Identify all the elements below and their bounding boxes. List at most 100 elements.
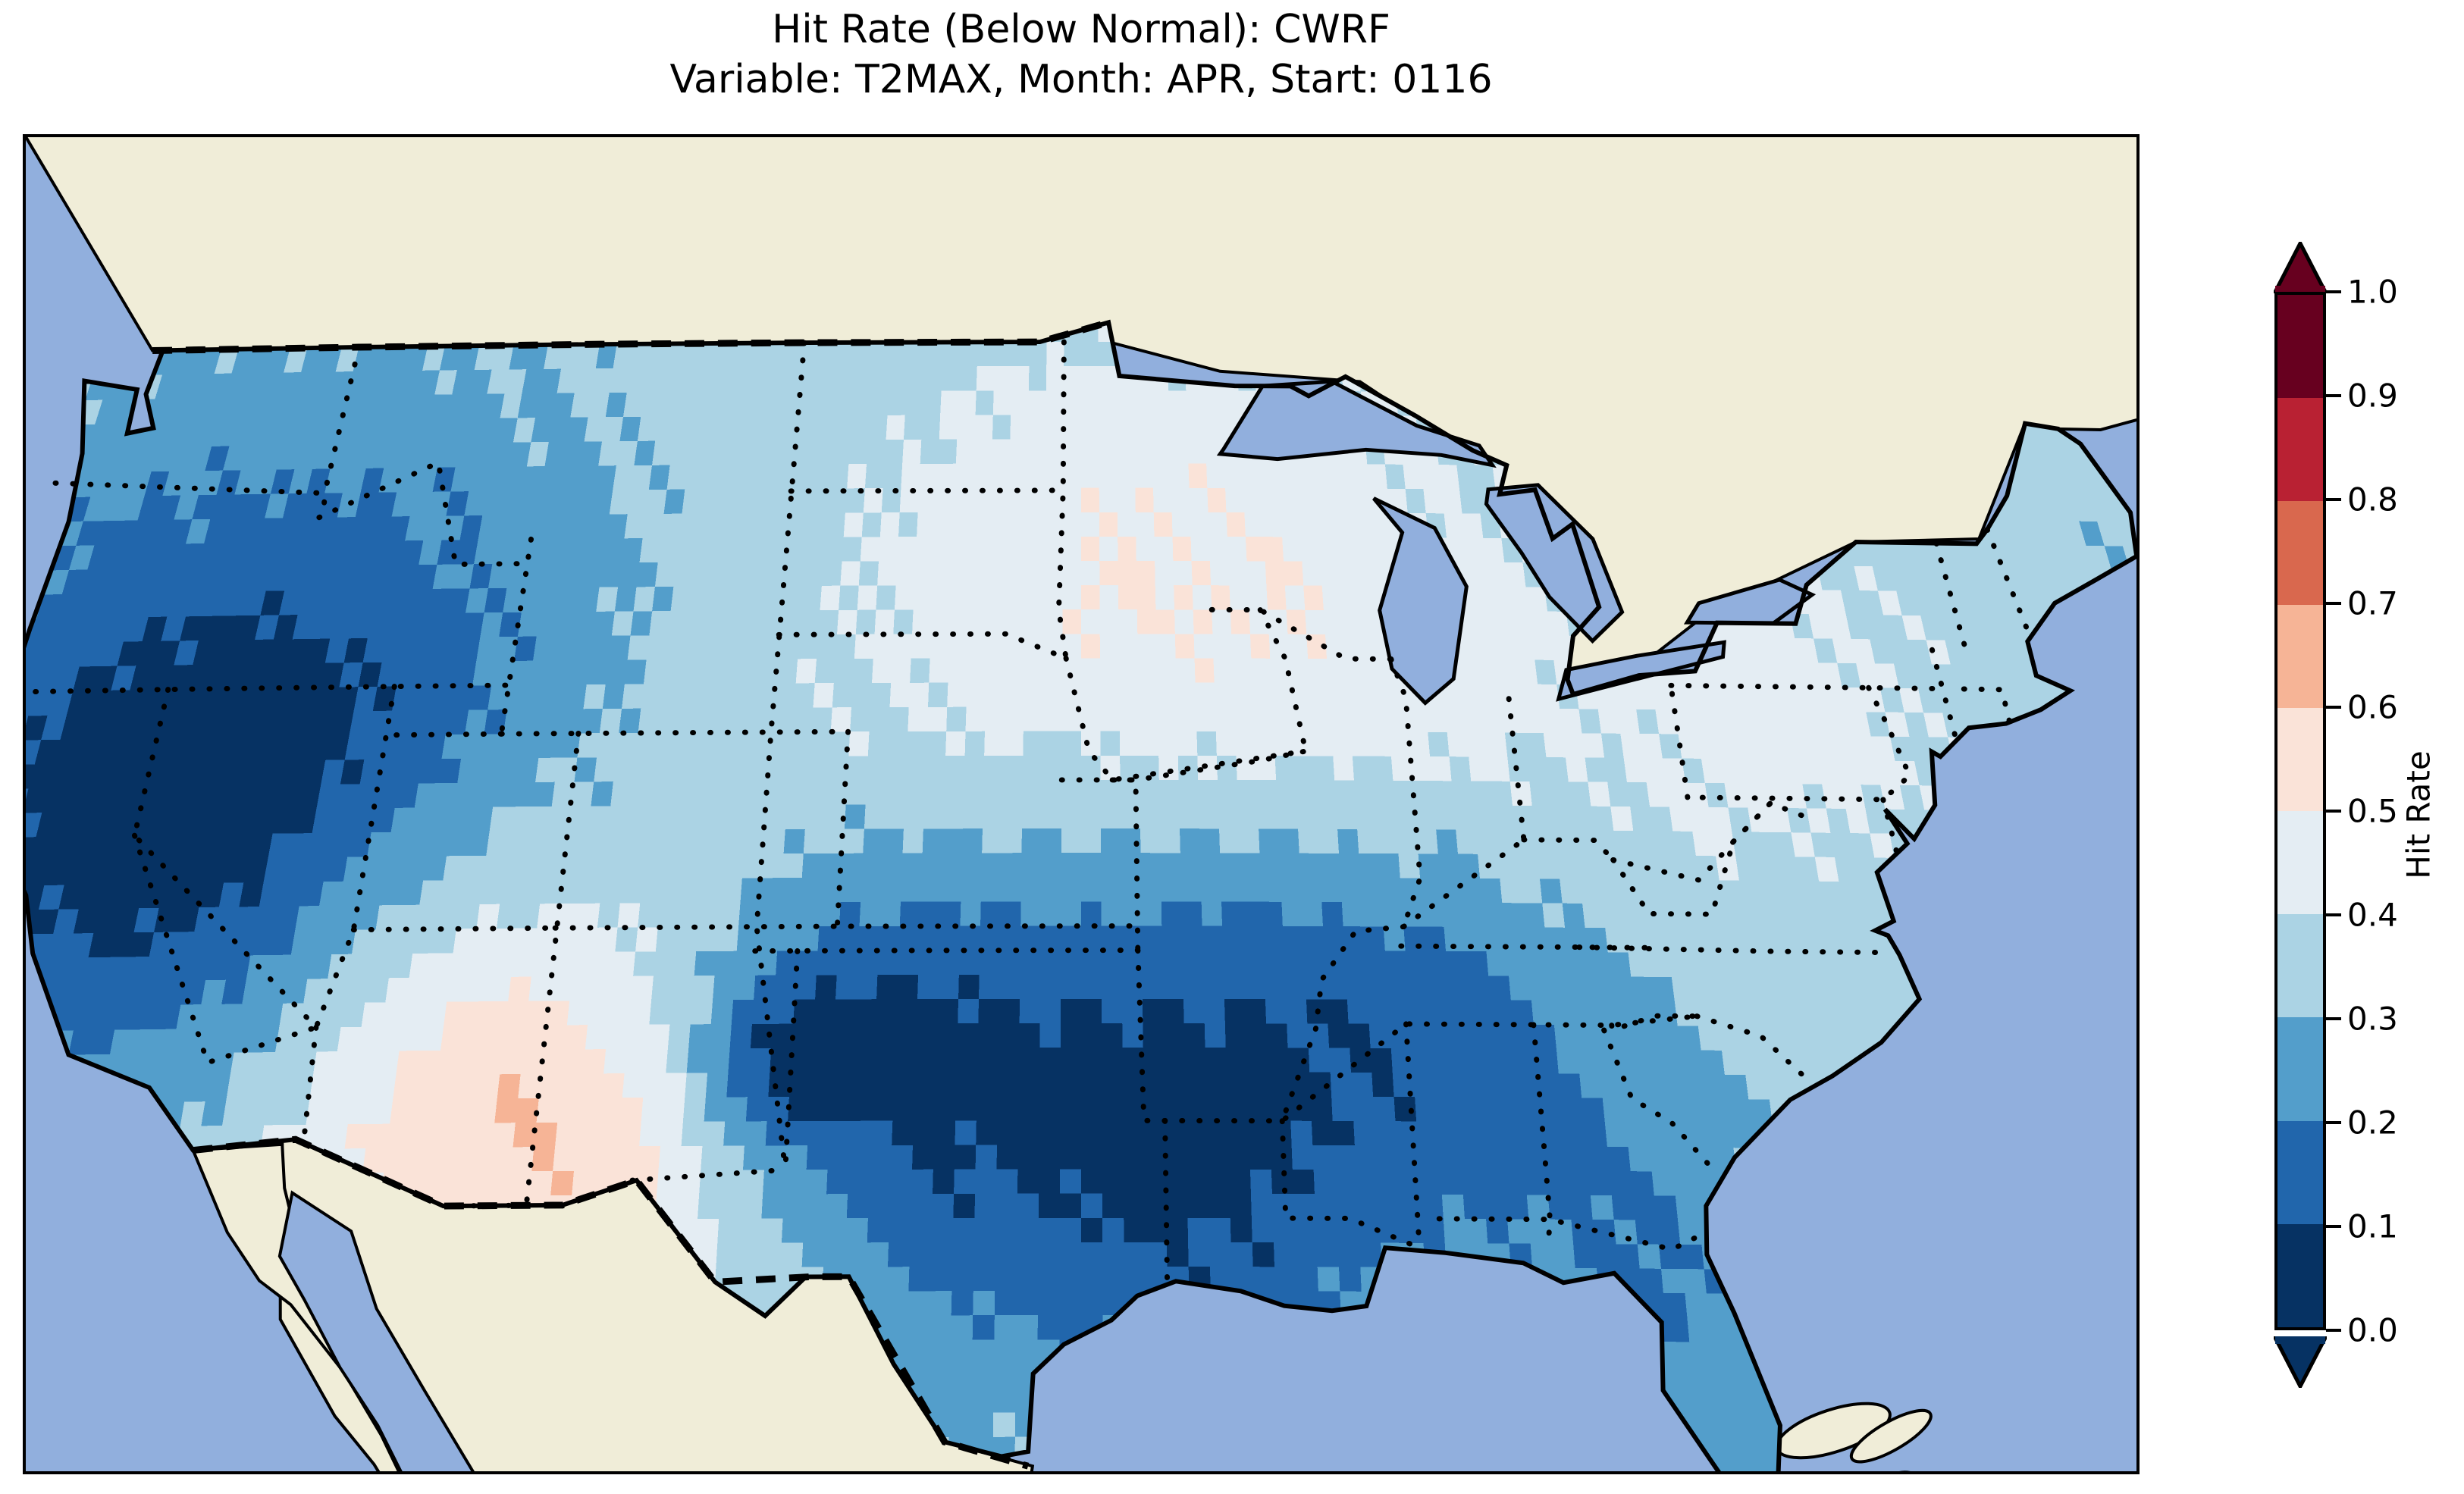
grid-cell bbox=[1786, 929, 1811, 954]
grid-cell bbox=[188, 1053, 214, 1078]
grid-cell bbox=[1870, 639, 1895, 664]
grid-cell bbox=[856, 975, 878, 1000]
grid-cell bbox=[1042, 779, 1062, 804]
grid-cell bbox=[450, 807, 474, 832]
grid-cell bbox=[252, 712, 277, 738]
grid-cell bbox=[1243, 950, 1265, 976]
grid-cell bbox=[1704, 1074, 1728, 1100]
grid-cell bbox=[851, 1072, 874, 1097]
grid-cell bbox=[1143, 1048, 1165, 1073]
grid-cell bbox=[1613, 684, 1637, 709]
grid-cell bbox=[642, 854, 665, 879]
grid-cell bbox=[961, 853, 983, 878]
grid-cell bbox=[531, 1146, 556, 1172]
grid-cell bbox=[1721, 1050, 1746, 1076]
grid-cell bbox=[168, 835, 194, 860]
grid-cell bbox=[176, 1004, 202, 1029]
grid-cell bbox=[1607, 781, 1631, 807]
grid-cell bbox=[591, 781, 613, 807]
grid-cell bbox=[897, 537, 917, 562]
grid-cell bbox=[1735, 1366, 1760, 1392]
grid-cell bbox=[1081, 731, 1101, 756]
grid-cell bbox=[1582, 903, 1606, 929]
grid-cell bbox=[555, 1122, 578, 1147]
grid-cell bbox=[1435, 1097, 1459, 1122]
grid-cell bbox=[334, 687, 359, 712]
grid-cell bbox=[945, 755, 965, 781]
grid-cell bbox=[1224, 1023, 1247, 1048]
grid-cell bbox=[487, 685, 511, 710]
grid-cell bbox=[392, 686, 415, 711]
grid-cell bbox=[657, 1170, 680, 1195]
grid-cell bbox=[371, 807, 395, 833]
grid-cell bbox=[1124, 1267, 1146, 1292]
grid-cell bbox=[830, 707, 851, 732]
grid-cell bbox=[646, 635, 669, 660]
grid-cell bbox=[393, 1075, 417, 1100]
grid-cell bbox=[684, 829, 707, 854]
grid-cell bbox=[806, 1145, 829, 1170]
grid-cell bbox=[365, 1123, 390, 1149]
grid-cell bbox=[1688, 807, 1713, 832]
grid-cell bbox=[368, 710, 393, 736]
grid-cell bbox=[243, 857, 268, 883]
grid-cell bbox=[686, 805, 709, 830]
grid-cell bbox=[154, 810, 180, 835]
grid-cell bbox=[550, 1170, 575, 1196]
grid-cell bbox=[1597, 709, 1621, 734]
grid-cell bbox=[1081, 1096, 1102, 1121]
grid-cell bbox=[1345, 659, 1367, 684]
grid-cell bbox=[350, 516, 374, 542]
grid-cell bbox=[647, 805, 669, 831]
grid-cell bbox=[1020, 877, 1042, 902]
grid-cell bbox=[602, 538, 625, 563]
grid-cell bbox=[975, 1169, 997, 1194]
grid-cell bbox=[1547, 1195, 1572, 1220]
grid-cell bbox=[1845, 614, 1870, 640]
grid-cell bbox=[689, 586, 711, 611]
grid-cell bbox=[926, 731, 947, 756]
grid-cell bbox=[1473, 805, 1496, 830]
grid-cell bbox=[1666, 782, 1689, 807]
grid-cell bbox=[531, 952, 555, 977]
grid-cell bbox=[503, 855, 526, 880]
grid-cell bbox=[769, 756, 791, 781]
grid-cell bbox=[874, 1023, 896, 1048]
grid-cell bbox=[1437, 853, 1460, 879]
grid-cell bbox=[278, 590, 303, 615]
grid-cell bbox=[168, 665, 193, 690]
grid-cell bbox=[1138, 706, 1158, 731]
grid-cell bbox=[386, 613, 410, 638]
grid-cell bbox=[1205, 1048, 1227, 1073]
grid-cell bbox=[277, 518, 301, 543]
grid-cell bbox=[1851, 638, 1876, 664]
grid-cell bbox=[208, 1052, 234, 1078]
grid-cell bbox=[1206, 1096, 1228, 1121]
grid-cell bbox=[1628, 952, 1652, 977]
grid-cell bbox=[726, 805, 748, 830]
grid-cell bbox=[911, 1193, 933, 1219]
grid-cell bbox=[1020, 950, 1041, 975]
grid-cell bbox=[491, 952, 514, 978]
grid-cell bbox=[1509, 611, 1532, 636]
grid-cell bbox=[347, 1099, 372, 1125]
grid-cell bbox=[1507, 1219, 1531, 1244]
grid-cell bbox=[798, 902, 821, 927]
grid-cell bbox=[1834, 979, 1859, 1004]
grid-cell bbox=[1282, 926, 1304, 951]
grid-cell bbox=[1002, 779, 1023, 805]
grid-cell bbox=[912, 1145, 934, 1170]
grid-cell bbox=[1265, 999, 1287, 1024]
grid-cell bbox=[29, 619, 55, 644]
grid-cell bbox=[344, 978, 368, 1003]
grid-cell bbox=[1434, 805, 1456, 830]
grid-cell bbox=[414, 783, 438, 808]
grid-cell bbox=[1337, 1218, 1359, 1243]
grid-cell bbox=[894, 1048, 916, 1073]
grid-cell bbox=[367, 832, 391, 857]
grid-cell bbox=[1158, 706, 1178, 731]
grid-cell bbox=[691, 562, 713, 587]
grid-cell bbox=[1442, 683, 1464, 709]
grid-cell bbox=[1141, 901, 1162, 926]
grid-cell bbox=[1123, 1096, 1144, 1121]
